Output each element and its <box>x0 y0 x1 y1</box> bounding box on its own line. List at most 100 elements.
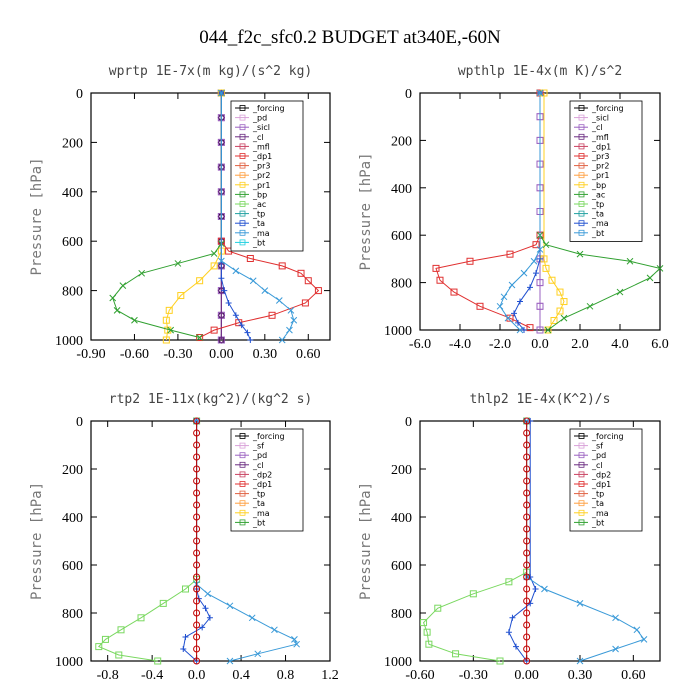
data-point <box>556 307 564 315</box>
data-point <box>248 614 256 622</box>
data-point <box>95 643 103 651</box>
x-tick-label: -0.60 <box>405 668 434 683</box>
data-point <box>137 614 145 622</box>
series-line <box>112 93 222 339</box>
data-point <box>516 326 524 334</box>
data-point <box>193 585 201 593</box>
y-tick-label: 1000 <box>55 655 83 670</box>
data-point <box>218 89 225 97</box>
data-point <box>541 585 548 593</box>
data-point <box>246 254 254 262</box>
x-tick-label: 6.0 <box>651 337 669 352</box>
data-point <box>523 549 531 557</box>
data-point <box>217 286 226 295</box>
legend-entry: _sf <box>591 442 603 451</box>
legend-entry: _bt <box>591 518 604 527</box>
data-point <box>640 636 648 643</box>
data-point <box>523 441 531 449</box>
y-tick-label: 200 <box>62 463 83 478</box>
data-point <box>101 635 109 643</box>
data-point <box>527 418 534 424</box>
y-tick-label: 200 <box>391 134 412 149</box>
data-point <box>287 307 295 314</box>
y-tick-label: 800 <box>391 277 412 292</box>
data-point <box>469 590 477 598</box>
x-tick-label: 0.60 <box>621 668 646 683</box>
data-point <box>542 241 550 249</box>
data-point <box>181 585 189 593</box>
data-point <box>523 537 531 545</box>
legend-marker <box>578 481 585 487</box>
legend-entry: _bp <box>591 181 606 190</box>
data-point <box>204 590 212 598</box>
x-tick-label: 0.4 <box>232 668 250 683</box>
legend-entry: _tp <box>591 490 604 499</box>
data-point <box>423 628 431 636</box>
legend-entry: _sf <box>252 442 264 451</box>
data-point <box>290 316 298 324</box>
data-point <box>432 264 440 272</box>
legend-entry: _mfl <box>252 142 270 151</box>
data-point <box>500 293 508 301</box>
data-point <box>633 626 641 634</box>
y-tick-label: 400 <box>62 511 83 526</box>
y-tick-label: 600 <box>62 235 83 250</box>
data-point <box>506 250 514 258</box>
legend-marker <box>578 509 585 516</box>
x-tick-label: 0.00 <box>514 668 539 683</box>
data-point <box>202 605 209 612</box>
legend-marker <box>239 124 246 131</box>
data-point <box>109 294 117 302</box>
legend-entry: _sicl <box>252 123 270 132</box>
data-point <box>526 324 534 332</box>
series-line <box>422 421 528 662</box>
data-point <box>138 269 146 277</box>
data-point <box>509 614 516 621</box>
legend-marker <box>578 153 585 159</box>
series-line <box>220 93 295 341</box>
data-point <box>506 314 514 322</box>
legend-entry: _cl <box>252 461 264 470</box>
data-point <box>199 624 206 631</box>
legend-marker <box>239 162 246 169</box>
legend-entry: _dp1 <box>591 142 611 151</box>
data-point <box>523 513 531 521</box>
data-point <box>523 573 531 581</box>
x-tick-label: 2.0 <box>571 337 589 352</box>
legend-entry: _tp <box>591 200 604 209</box>
legend-marker <box>578 500 585 507</box>
series-line <box>513 93 541 331</box>
series-line <box>165 93 222 341</box>
series-line <box>199 93 320 338</box>
data-point <box>536 89 544 97</box>
y-tick-label: 800 <box>62 607 83 622</box>
legend-entry: _bt <box>252 238 265 247</box>
series-dp1 <box>95 417 201 665</box>
data-point <box>193 417 201 425</box>
legend-entry: _dp2 <box>591 470 611 479</box>
data-point <box>221 287 228 294</box>
legend-entry: _bt <box>591 229 604 238</box>
data-point <box>523 465 531 473</box>
series-pr1 <box>162 89 225 344</box>
legend-entry: _ta <box>591 210 604 219</box>
legend-marker <box>578 105 585 111</box>
data-point <box>193 609 201 617</box>
data-point <box>271 626 278 634</box>
data-point <box>238 322 245 329</box>
y-tick-label: 1000 <box>384 324 412 339</box>
data-point <box>193 465 201 473</box>
legend-entry: _ac <box>252 200 266 209</box>
legend-entry: _bp <box>252 190 267 199</box>
data-point <box>523 453 531 461</box>
y-tick-label: 400 <box>62 186 83 201</box>
data-point <box>193 633 201 641</box>
data-point <box>193 453 201 461</box>
series-dp1 <box>432 89 544 332</box>
data-point <box>576 600 584 607</box>
x-tick-label: -2.0 <box>489 337 511 352</box>
data-point <box>301 299 309 307</box>
data-point <box>304 277 312 285</box>
series-ta <box>511 90 543 333</box>
data-point <box>586 302 594 310</box>
